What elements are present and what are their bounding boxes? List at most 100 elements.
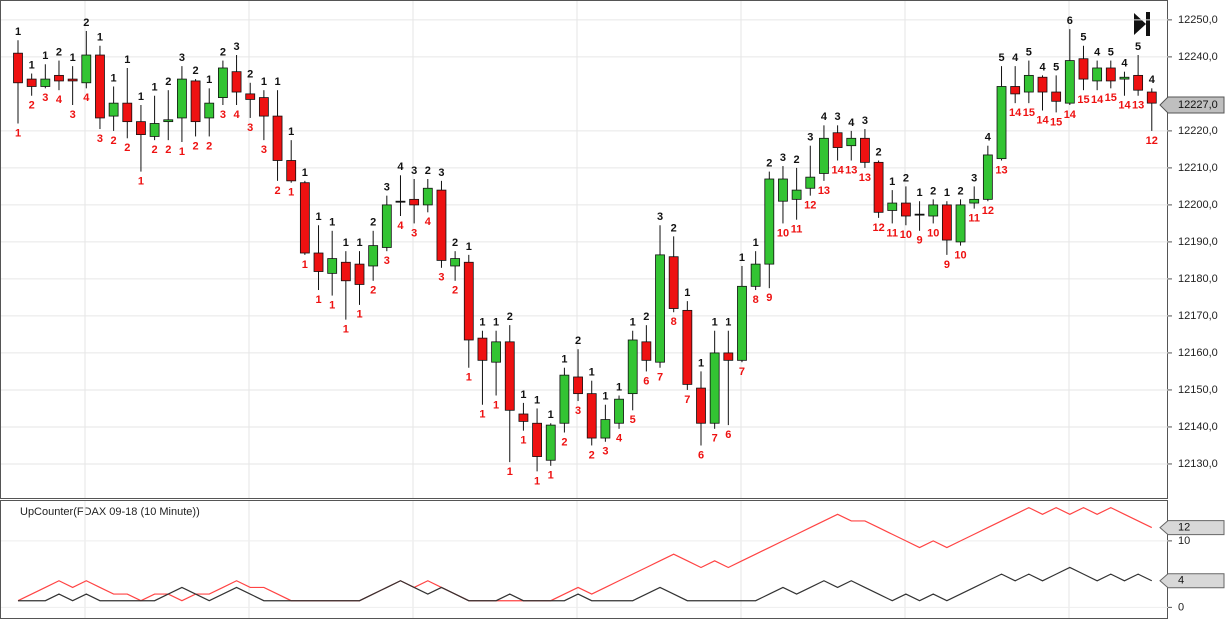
candle-body — [901, 202, 911, 217]
down-count-label: 12 — [1146, 135, 1158, 147]
candle-body — [668, 256, 679, 309]
candle-body — [313, 252, 324, 272]
up-count-label: 1 — [315, 211, 321, 223]
candle-body — [819, 137, 829, 174]
up-count-label: 1 — [534, 394, 540, 406]
up-count-label: 6 — [1067, 15, 1073, 27]
value-tag — [1159, 520, 1225, 536]
down-count-label: 7 — [712, 433, 718, 445]
up-count-label: 4 — [1121, 58, 1128, 70]
candle-body — [54, 74, 64, 82]
down-count-label: 11 — [968, 213, 980, 225]
up-count-label: 2 — [193, 65, 199, 77]
candle-body — [272, 115, 283, 161]
down-count-label: 4 — [616, 433, 623, 445]
down-count-label: 3 — [70, 109, 76, 121]
up-count-label: 3 — [971, 172, 977, 184]
candle-body — [136, 121, 146, 135]
down-count-label: 2 — [452, 285, 458, 297]
indicator-line — [17, 506, 1153, 602]
value-tag — [1159, 573, 1225, 589]
up-count-label: 5 — [1135, 41, 1141, 53]
y-tick-label: 0 — [1178, 601, 1184, 613]
down-count-label: 14 — [1091, 94, 1104, 106]
candle-body — [805, 176, 816, 189]
down-count-label: 4 — [83, 92, 90, 104]
down-count-label: 1 — [288, 187, 294, 199]
playback-icon[interactable] — [1134, 12, 1150, 36]
candle-body — [1023, 74, 1034, 93]
up-count-label: 3 — [233, 41, 239, 53]
indicator-pane — [0, 500, 1168, 619]
candle-body — [545, 424, 556, 461]
value-tag-label: 12 — [1178, 521, 1190, 533]
candle-body — [95, 54, 105, 119]
up-count-label: 3 — [384, 182, 390, 194]
up-count-label: 1 — [753, 237, 759, 249]
down-count-label: 4 — [233, 109, 240, 121]
down-count-label: 1 — [138, 176, 144, 188]
down-count-label: 3 — [438, 272, 444, 284]
candle-body — [778, 178, 788, 202]
up-count-label: 1 — [343, 237, 349, 249]
candle-body — [641, 341, 652, 361]
up-count-label: 2 — [794, 154, 800, 166]
up-count-label: 1 — [916, 187, 922, 199]
down-count-label: 2 — [206, 140, 212, 152]
candle-body — [1010, 86, 1021, 95]
down-count-label: 8 — [753, 294, 759, 306]
candle-body — [532, 422, 542, 457]
up-count-label: 2 — [575, 335, 581, 347]
up-count-label: 4 — [1094, 46, 1101, 58]
down-count-label: 15 — [1023, 107, 1035, 119]
candle-body — [764, 178, 775, 265]
down-count-label: 14 — [1036, 114, 1049, 126]
down-count-label: 13 — [1132, 100, 1144, 112]
candle-body — [955, 204, 966, 243]
down-count-label: 3 — [384, 255, 390, 267]
down-count-label: 1 — [356, 309, 362, 321]
down-count-label: 1 — [329, 299, 335, 311]
y-tick-label: 12160,0 — [1178, 347, 1218, 359]
down-count-label: 1 — [302, 259, 308, 271]
candle-body — [1119, 76, 1130, 80]
down-count-label: 15 — [1077, 94, 1089, 106]
down-count-label: 4 — [425, 216, 432, 228]
up-count-label: 4 — [848, 117, 855, 129]
down-count-label: 2 — [124, 142, 130, 154]
candle-body — [914, 213, 925, 216]
price-pane — [0, 0, 1168, 499]
down-count-label: 1 — [548, 470, 554, 482]
y-tick-label: 12180,0 — [1178, 273, 1218, 285]
up-count-label: 2 — [425, 165, 431, 177]
candle-body — [1146, 91, 1157, 104]
up-count-label: 1 — [42, 50, 48, 62]
up-count-label: 1 — [70, 52, 76, 64]
candle-body — [941, 204, 952, 241]
up-count-label: 2 — [165, 76, 171, 88]
down-count-label: 3 — [602, 446, 608, 458]
candle-body — [163, 119, 174, 123]
candle-body — [1133, 74, 1144, 91]
up-count-label: 4 — [821, 111, 828, 123]
up-count-label: 2 — [766, 158, 772, 170]
candle-body — [231, 71, 242, 93]
candle-body — [286, 160, 297, 182]
candle-body — [108, 102, 119, 117]
up-count-label: 2 — [83, 17, 89, 29]
up-count-label: 3 — [657, 211, 663, 223]
y-tick-label: 12240,0 — [1178, 51, 1218, 63]
up-count-label: 5 — [1053, 61, 1059, 73]
candle-body — [81, 54, 92, 84]
down-count-label: 3 — [575, 405, 581, 417]
up-count-label: 1 — [616, 381, 622, 393]
price-tag-label: 12227,0 — [1178, 99, 1218, 111]
candle-body — [1051, 91, 1062, 102]
down-count-label: 10 — [900, 229, 912, 241]
down-count-label: 11 — [791, 224, 803, 236]
down-count-label: 6 — [725, 429, 731, 441]
y-tick-label: 12150,0 — [1178, 384, 1218, 396]
down-count-label: 14 — [831, 164, 844, 176]
y-tick-label: 12210,0 — [1178, 162, 1218, 174]
y-tick-label: 12170,0 — [1178, 310, 1218, 322]
